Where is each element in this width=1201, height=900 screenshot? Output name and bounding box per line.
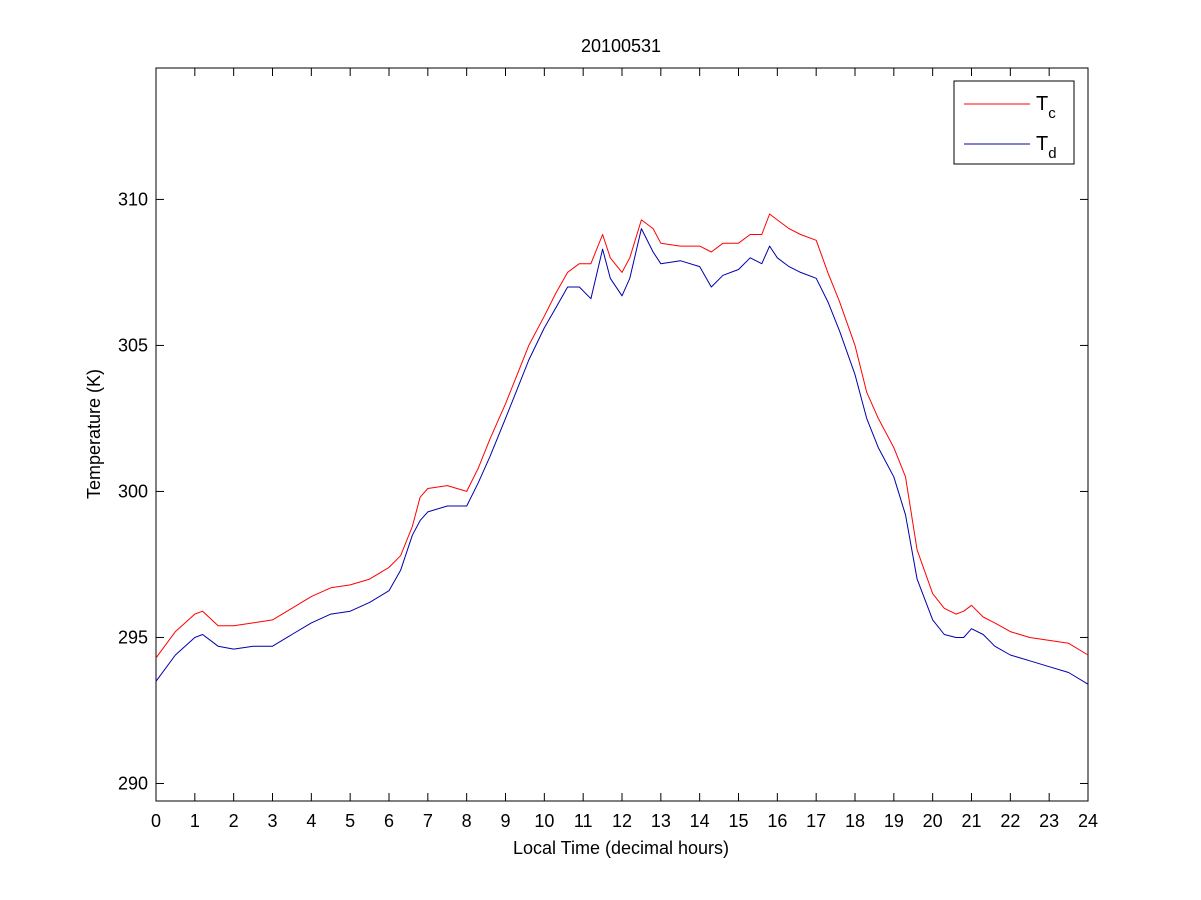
x-tick-label: 6 bbox=[384, 811, 394, 831]
x-tick-label: 23 bbox=[1039, 811, 1059, 831]
x-tick-label: 3 bbox=[267, 811, 277, 831]
x-tick-label: 0 bbox=[151, 811, 161, 831]
x-tick-label: 13 bbox=[651, 811, 671, 831]
x-tick-label: 12 bbox=[612, 811, 632, 831]
legend: Tc Td bbox=[953, 80, 1075, 165]
x-tick-label: 19 bbox=[884, 811, 904, 831]
x-tick-label: 1 bbox=[190, 811, 200, 831]
y-tick-label: 300 bbox=[118, 481, 148, 501]
x-axis-label: Local Time (decimal hours) bbox=[513, 838, 729, 858]
x-tick-label: 18 bbox=[845, 811, 865, 831]
x-tick-label: 24 bbox=[1078, 811, 1098, 831]
series-layer bbox=[155, 213, 1089, 685]
x-tick-label: 2 bbox=[229, 811, 239, 831]
x-tick-label: 20 bbox=[923, 811, 943, 831]
y-tick-label: 310 bbox=[118, 189, 148, 209]
y-tick-label: 290 bbox=[118, 773, 148, 793]
series-line-tc bbox=[155, 213, 1089, 659]
legend-label: Tc bbox=[1036, 93, 1056, 122]
x-tick-label: 10 bbox=[534, 811, 554, 831]
y-tick-label: 305 bbox=[118, 335, 148, 355]
legend-entries: Tc Td bbox=[964, 93, 1057, 162]
series-line-td bbox=[155, 228, 1089, 685]
x-tick-label: 5 bbox=[345, 811, 355, 831]
y-axis-ticks: 290 295 300 305 310 bbox=[118, 189, 1088, 793]
x-tick-label: 9 bbox=[500, 811, 510, 831]
x-tick-label: 4 bbox=[306, 811, 316, 831]
plot-area: 0 1 2 3 4 5 6 7 8 9 10 11 12 13 14 15 16 17 18 19 20 21 22 23 24… bbox=[118, 67, 1098, 831]
axes-frame bbox=[155, 67, 1089, 802]
legend-box bbox=[953, 80, 1075, 165]
x-tick-label: 7 bbox=[423, 811, 433, 831]
x-tick-label: 15 bbox=[728, 811, 748, 831]
x-axis-ticks: 0 1 2 3 4 5 6 7 8 9 10 11 12 13 14 15 16 17 18 19 20 21 22 23 24 bbox=[151, 68, 1098, 831]
x-tick-label: 21 bbox=[961, 811, 981, 831]
y-tick-label: 295 bbox=[118, 627, 148, 647]
x-tick-label: 17 bbox=[806, 811, 826, 831]
x-tick-label: 8 bbox=[462, 811, 472, 831]
legend-label: Td bbox=[1036, 133, 1057, 162]
y-axis-label: Temperature (K) bbox=[84, 369, 104, 499]
x-tick-label: 11 bbox=[574, 811, 593, 831]
x-tick-label: 22 bbox=[1000, 811, 1020, 831]
x-tick-label: 14 bbox=[690, 811, 710, 831]
chart-title: 20100531 bbox=[581, 36, 661, 56]
legend-entry-tc: Tc bbox=[964, 93, 1056, 122]
x-tick-label: 16 bbox=[767, 811, 787, 831]
legend-entry-td: Td bbox=[964, 133, 1057, 162]
